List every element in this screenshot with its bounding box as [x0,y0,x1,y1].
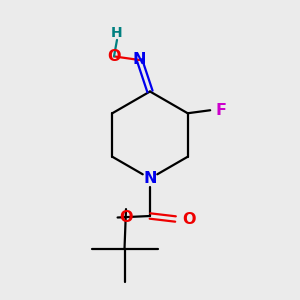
Text: O: O [107,49,121,64]
Text: N: N [133,52,146,68]
Text: O: O [182,212,196,226]
Text: N: N [143,171,157,186]
Text: O: O [119,210,133,225]
Text: H: H [111,26,123,40]
Text: F: F [216,103,226,118]
